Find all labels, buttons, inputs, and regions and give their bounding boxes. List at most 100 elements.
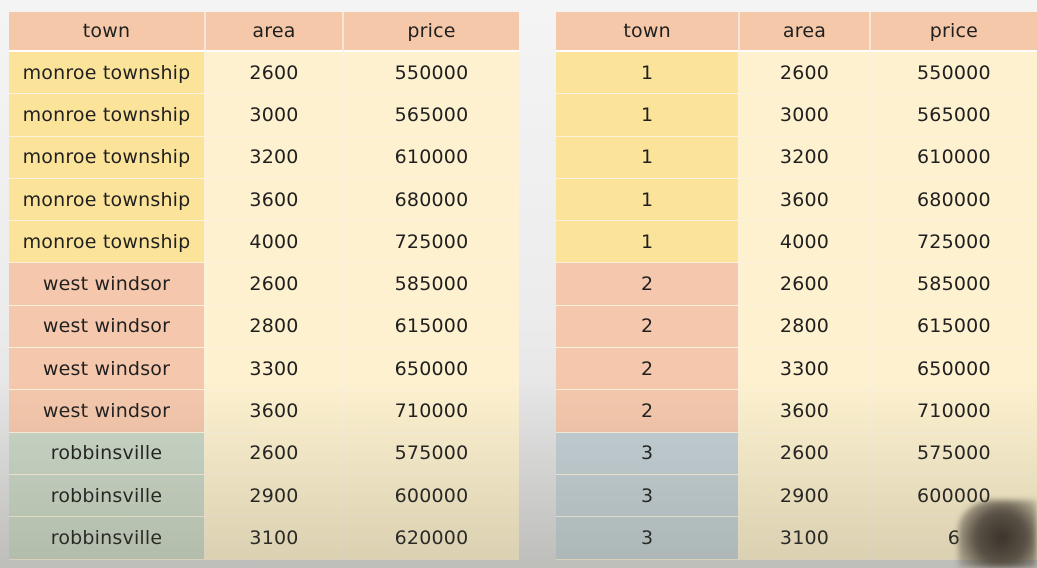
price-cell: 650000 [344, 348, 519, 391]
price-cell: 600000 [344, 474, 519, 518]
area-cell: 3200 [740, 136, 871, 179]
area-cell: 3600 [740, 178, 871, 222]
area-cell: 3300 [740, 348, 871, 391]
table-row: monroe township 3200 610000 [9, 136, 519, 179]
area-cell: 4000 [206, 221, 344, 264]
price-cell: 610000 [870, 136, 1037, 179]
table-row: robbinsville 2900 600000 [9, 474, 519, 518]
price-cell: 680000 [344, 178, 519, 222]
table-row: 1 3200 610000 [556, 136, 1037, 179]
table-row: 2 2600 585000 [556, 263, 1037, 306]
area-cell: 3000 [206, 94, 344, 137]
town-cell: west windsor [9, 390, 206, 433]
price-cell: 550000 [344, 52, 519, 95]
town-cell: 2 [556, 305, 741, 349]
table-row: 2 3600 710000 [556, 390, 1037, 433]
price-cell: 650000 [870, 348, 1037, 391]
price-cell: 680000 [870, 178, 1037, 222]
table-row: 1 3000 565000 [556, 94, 1037, 137]
table-row: robbinsville 2600 575000 [9, 432, 519, 475]
table-row: 3 3100 6 [556, 517, 1037, 560]
header-row: town area price [9, 12, 519, 52]
header-price: price [870, 12, 1037, 52]
table-row: monroe township 2600 550000 [9, 52, 519, 95]
town-cell: 1 [556, 52, 741, 95]
table-row: 2 3300 650000 [556, 348, 1037, 391]
table-row: 1 3600 680000 [556, 178, 1037, 222]
town-cell: monroe township [9, 136, 206, 179]
right-table-body: 1 2600 550000 1 3000 565000 1 3200 610000 1 3600 68… [556, 52, 1037, 560]
town-cell: monroe township [9, 178, 206, 222]
table-row: monroe township 3000 565000 [9, 94, 519, 137]
area-cell: 2600 [740, 52, 871, 95]
price-cell: 710000 [344, 390, 519, 433]
town-cell: 2 [556, 390, 741, 433]
left-table: town area price monroe township 2600 55000… [9, 12, 519, 560]
area-cell: 2900 [206, 474, 344, 518]
town-cell: west windsor [9, 263, 206, 306]
town-cell: 1 [556, 136, 741, 179]
town-cell: robbinsville [9, 517, 206, 560]
price-cell: 565000 [344, 94, 519, 137]
price-cell: 710000 [870, 390, 1037, 433]
header-town: town [9, 12, 206, 52]
town-cell: 1 [556, 178, 741, 222]
price-cell: 575000 [344, 432, 519, 475]
header-area: area [206, 12, 344, 52]
town-cell: monroe township [9, 94, 206, 137]
header-row: town area price [556, 12, 1037, 52]
header-area: area [740, 12, 871, 52]
price-cell: 725000 [870, 221, 1037, 264]
table-row: west windsor 3600 710000 [9, 390, 519, 433]
area-cell: 3600 [206, 390, 344, 433]
price-cell: 725000 [344, 221, 519, 264]
price-cell: 615000 [344, 305, 519, 349]
table-row: monroe township 4000 725000 [9, 221, 519, 264]
town-cell: robbinsville [9, 432, 206, 475]
table-row: robbinsville 3100 620000 [9, 517, 519, 560]
town-cell: 3 [556, 474, 741, 518]
price-cell: 565000 [870, 94, 1037, 137]
area-cell: 2900 [740, 474, 871, 518]
town-cell: 1 [556, 221, 741, 264]
town-cell: monroe township [9, 52, 206, 95]
town-cell: west windsor [9, 305, 206, 349]
town-cell: 1 [556, 94, 741, 137]
town-cell: west windsor [9, 348, 206, 391]
area-cell: 3100 [740, 517, 871, 560]
town-cell: 2 [556, 263, 741, 306]
table-row: monroe township 3600 680000 [9, 178, 519, 222]
cursor-overlay [958, 500, 1037, 568]
table-row: 3 2600 575000 [556, 432, 1037, 475]
area-cell: 3000 [740, 94, 871, 137]
area-cell: 3600 [206, 178, 344, 222]
area-cell: 4000 [740, 221, 871, 264]
price-cell: 610000 [344, 136, 519, 179]
town-cell: 2 [556, 348, 741, 391]
area-cell: 2600 [206, 52, 344, 95]
area-cell: 3200 [206, 136, 344, 179]
area-cell: 2800 [206, 305, 344, 349]
town-cell: robbinsville [9, 474, 206, 518]
left-table-body: monroe township 2600 550000 monroe township… [9, 52, 519, 560]
table-row: west windsor 2600 585000 [9, 263, 519, 306]
area-cell: 2600 [206, 263, 344, 306]
town-cell: 3 [556, 432, 741, 475]
table-row: west windsor 3300 650000 [9, 348, 519, 391]
table-row: 1 4000 725000 [556, 221, 1037, 264]
header-town: town [556, 12, 741, 52]
area-cell: 3600 [740, 390, 871, 433]
price-cell: 585000 [870, 263, 1037, 306]
price-cell: 575000 [870, 432, 1037, 475]
town-cell: 3 [556, 517, 741, 560]
table-row: 2 2800 615000 [556, 305, 1037, 349]
area-cell: 2800 [740, 305, 871, 349]
header-price: price [344, 12, 519, 52]
price-cell: 620000 [344, 517, 519, 560]
town-cell: monroe township [9, 221, 206, 264]
price-cell: 550000 [870, 52, 1037, 95]
table-row: west windsor 2800 615000 [9, 305, 519, 349]
area-cell: 3300 [206, 348, 344, 391]
area-cell: 2600 [740, 263, 871, 306]
right-table: town area price 1 2600 550000 1 3000 565000 1 3… [556, 12, 1037, 560]
